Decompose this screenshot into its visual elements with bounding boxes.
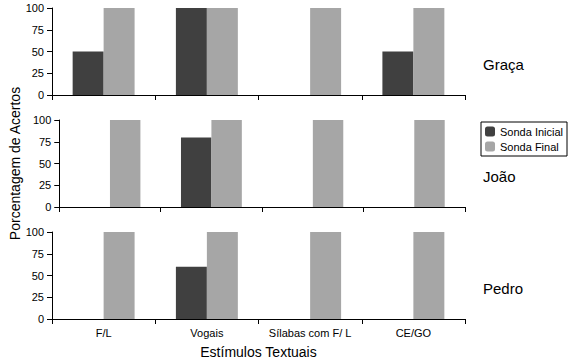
svg-text:Porcentagem de Acertos: Porcentagem de Acertos xyxy=(7,87,23,240)
svg-text:Graça: Graça xyxy=(483,56,525,73)
svg-text:CE/GO: CE/GO xyxy=(396,327,432,339)
svg-text:100: 100 xyxy=(33,114,51,126)
svg-text:Pedro: Pedro xyxy=(483,280,523,297)
svg-text:0: 0 xyxy=(38,313,44,325)
svg-text:75: 75 xyxy=(32,24,44,36)
svg-text:25: 25 xyxy=(39,179,51,191)
svg-text:25: 25 xyxy=(32,67,44,79)
svg-text:50: 50 xyxy=(32,270,44,282)
svg-text:Estímulos Textuais: Estímulos Textuais xyxy=(200,344,316,360)
svg-text:50: 50 xyxy=(39,158,51,170)
svg-text:Vogais: Vogais xyxy=(190,327,224,339)
svg-text:0: 0 xyxy=(38,89,44,101)
svg-text:Sonda Final: Sonda Final xyxy=(500,141,559,153)
svg-text:25: 25 xyxy=(32,291,44,303)
svg-text:Sílabas com F/ L: Sílabas com F/ L xyxy=(269,327,352,339)
svg-text:0: 0 xyxy=(45,201,51,213)
svg-text:100: 100 xyxy=(26,2,44,14)
svg-text:Sonda Inicial: Sonda Inicial xyxy=(500,126,563,138)
svg-text:50: 50 xyxy=(32,46,44,58)
svg-text:75: 75 xyxy=(32,248,44,260)
svg-text:F/L: F/L xyxy=(96,327,112,339)
svg-text:João: João xyxy=(483,168,516,185)
svg-text:100: 100 xyxy=(26,226,44,238)
svg-text:75: 75 xyxy=(39,136,51,148)
